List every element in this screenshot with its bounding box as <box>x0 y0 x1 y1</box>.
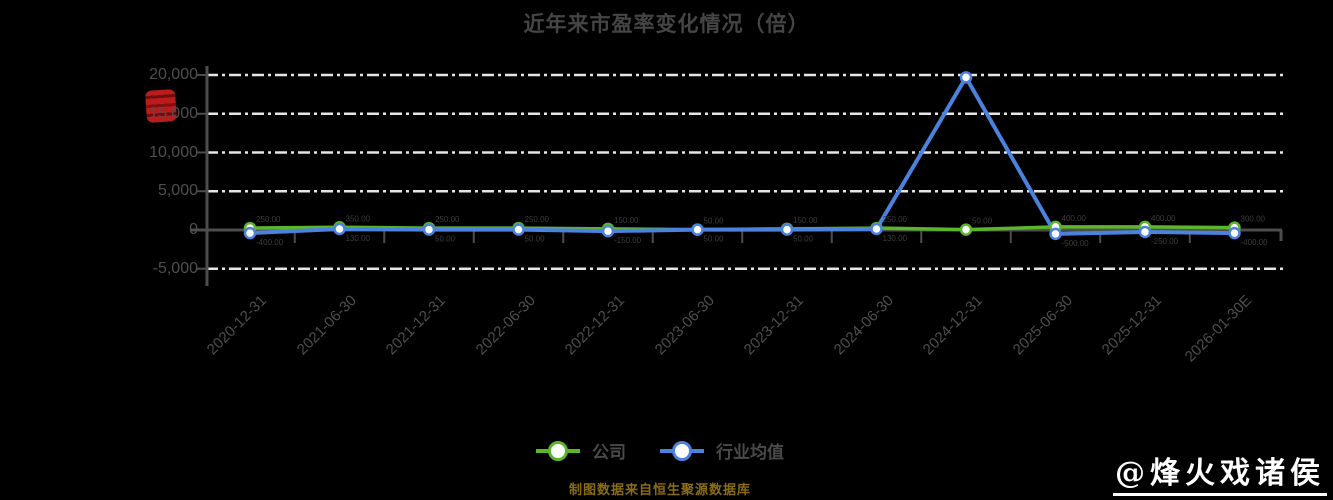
data-point-marker-industry[interactable] <box>601 224 615 238</box>
data-point-label: 350.00 <box>346 214 371 223</box>
industry-series-marker-icon <box>660 440 704 461</box>
page-title: 近年来市盈率变化情况（倍） <box>523 13 810 36</box>
data-point-label: 50.00 <box>525 235 546 244</box>
data-point-label: -150.00 <box>614 236 642 245</box>
chart-legend: 公司 行业均值 <box>0 438 1320 463</box>
data-point-label: 150.00 <box>793 216 818 225</box>
y-axis-label: 5,000 <box>157 182 198 200</box>
data-point-label: 150.00 <box>614 216 639 225</box>
data-point-marker-company[interactable] <box>959 223 973 236</box>
data-point-label: 130.00 <box>883 234 908 243</box>
data-point-label: 50.00 <box>435 235 456 244</box>
data-point-label: 400.00 <box>1062 214 1087 223</box>
data-point-label: 50.00 <box>704 235 725 244</box>
footer-note: 制图数据来自恒生聚源数据库 <box>568 482 751 497</box>
watermark: @烽火戏诸侯 <box>1113 448 1327 496</box>
y-axis-label: 20,000 <box>149 66 198 83</box>
y-axis-label: 0 <box>189 221 198 238</box>
data-point-label: 250.00 <box>435 215 460 224</box>
data-point-marker-industry[interactable] <box>422 223 436 236</box>
data-point-marker-industry[interactable] <box>870 222 883 236</box>
data-point-marker-industry[interactable] <box>333 222 346 236</box>
legend-item-company[interactable]: 公司 <box>536 438 626 463</box>
data-point-marker-industry[interactable] <box>1138 225 1152 239</box>
data-point-marker-industry[interactable] <box>512 223 525 236</box>
data-point-marker-industry[interactable] <box>243 226 257 240</box>
y-axis-label: 10,000 <box>149 143 198 161</box>
data-point-label: 250.00 <box>525 215 550 224</box>
legend-label: 公司 <box>592 443 626 462</box>
data-point-label: 300.00 <box>1241 215 1266 224</box>
data-point-label: 130.00 <box>346 234 371 243</box>
company-series-marker-icon <box>536 440 580 461</box>
data-point-marker-industry[interactable] <box>1049 227 1062 241</box>
data-point-label: 250.00 <box>883 215 908 224</box>
y-axis-label: -5,000 <box>152 259 198 277</box>
legend-item-industry[interactable]: 行业均值 <box>660 438 784 463</box>
data-point-label: -400.00 <box>256 238 284 247</box>
data-point-label: 250.00 <box>256 215 281 224</box>
data-point-marker-industry[interactable] <box>1228 226 1241 240</box>
data-point-marker-industry[interactable] <box>691 223 704 236</box>
data-point-label: 400.00 <box>1151 214 1176 223</box>
data-point-label: -250.00 <box>1151 237 1179 246</box>
data-point-label: -400.00 <box>1241 238 1269 247</box>
data-point-marker-industry[interactable] <box>780 223 794 236</box>
data-point-marker-industry[interactable] <box>959 71 973 84</box>
y-axis-label: 15,000 <box>149 104 198 122</box>
series-line-industry <box>249 75 1235 236</box>
data-point-label: -500.00 <box>1062 239 1090 248</box>
data-point-label: 50.00 <box>704 217 725 226</box>
data-point-label: 50.00 <box>972 217 993 226</box>
legend-label: 行业均值 <box>716 443 784 462</box>
data-point-label: 50.00 <box>793 235 814 244</box>
